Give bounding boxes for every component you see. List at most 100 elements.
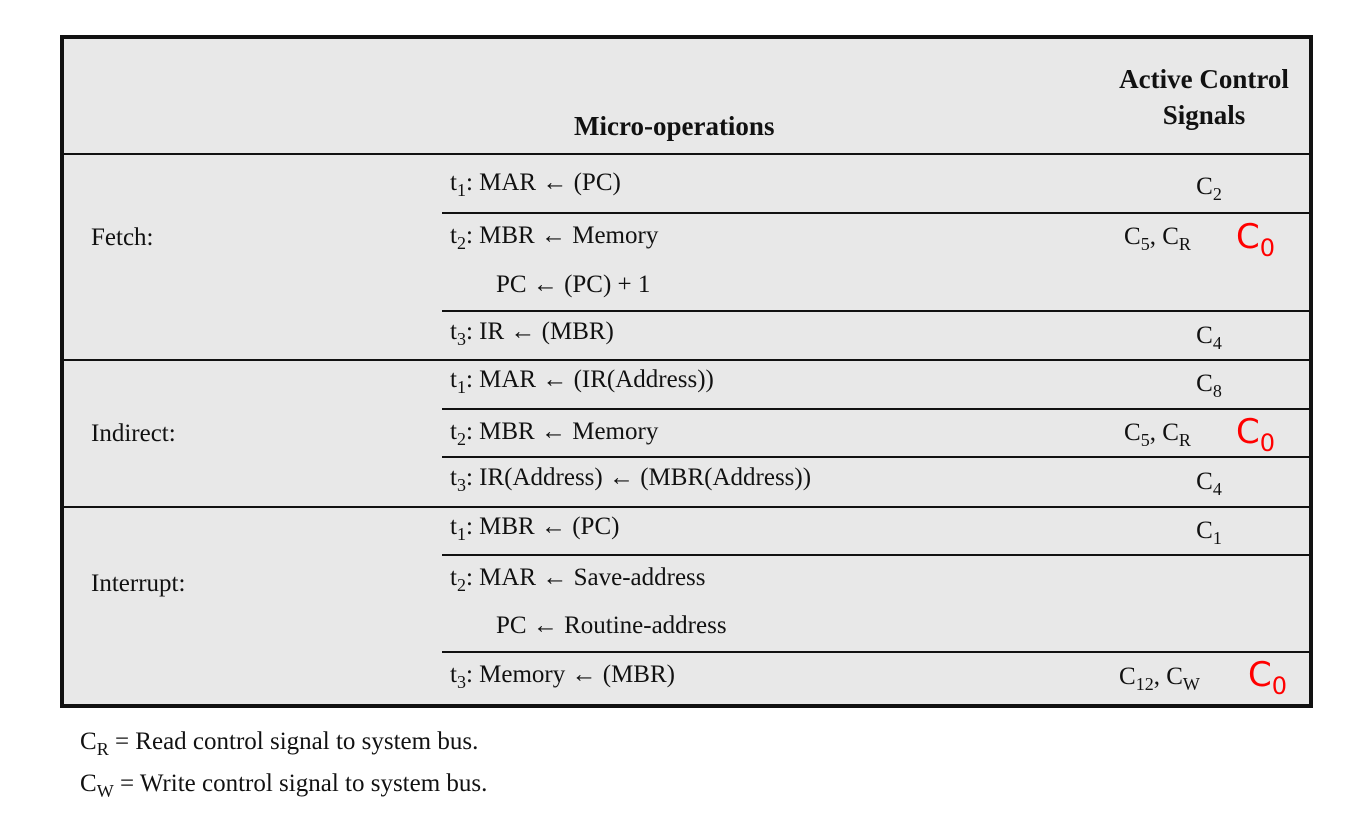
op-time-sub: 3 — [456, 475, 466, 495]
header-signals-line1: Active Control — [1119, 64, 1289, 94]
op-time-sub: 3 — [456, 672, 466, 692]
row-separator — [442, 456, 1309, 458]
sig-fetch-t1: C2 — [1196, 173, 1222, 205]
group-label-indirect: Indirect: — [91, 420, 176, 447]
header-active-control-signals: Active Control Signals — [1098, 61, 1310, 133]
table-header: Micro-operations Active Control Signals — [64, 39, 1309, 155]
annotation-c0: C0 — [1248, 655, 1287, 700]
sig-separator: , — [1153, 663, 1167, 690]
note-text: = Read control signal to system bus. — [108, 728, 479, 755]
op-time-sub: 1 — [456, 377, 466, 397]
row-separator — [442, 651, 1309, 653]
op-fetch-t3: t3: IR ← (MBR) — [450, 318, 614, 350]
sig-c: C — [1196, 517, 1213, 544]
note-c: C — [80, 728, 97, 755]
sig-c: C — [1119, 663, 1136, 690]
sig-c: C — [1124, 223, 1141, 250]
annotation-sub: 0 — [1271, 671, 1288, 700]
op-text: : MBR ← Memory — [465, 222, 659, 249]
op-time-sub: 1 — [456, 180, 466, 200]
sig-indirect-t1: C8 — [1196, 370, 1222, 402]
header-micro-operations: Micro-operations — [574, 111, 775, 141]
annotation-c: C — [1236, 217, 1260, 257]
sig-c-sub: 4 — [1212, 479, 1222, 499]
op-time: t — [450, 366, 457, 393]
op-text: : MAR ← Save-address — [465, 564, 706, 591]
op-indirect-t1: t1: MAR ← (IR(Address)) — [450, 366, 714, 398]
op-indirect-t3: t3: IR(Address) ← (MBR(Address)) — [450, 464, 811, 496]
op-time-sub: 2 — [456, 429, 466, 449]
op-indirect-t2: t2: MBR ← Memory — [450, 418, 658, 450]
sig-c-sub: R — [1178, 234, 1191, 254]
sig-interrupt-t3: C12, CW — [1119, 663, 1200, 695]
header-signals-line2: Signals — [1162, 100, 1246, 130]
op-time-sub: 2 — [456, 575, 466, 595]
sig-separator: , — [1149, 223, 1163, 250]
op-text: : Memory ← (MBR) — [465, 661, 675, 688]
annotation-c0: C0 — [1236, 412, 1275, 457]
sig-c: C — [1196, 370, 1213, 397]
sig-indirect-t2: C5, CR — [1124, 419, 1191, 451]
row-separator — [442, 310, 1309, 312]
op-time-sub: 1 — [456, 524, 466, 544]
op-text: : MBR ← Memory — [465, 418, 659, 445]
group-label-interrupt: Interrupt: — [91, 570, 186, 597]
sig-c-sub: 4 — [1212, 333, 1222, 353]
sig-separator: , — [1149, 419, 1163, 446]
op-time: t — [450, 564, 457, 591]
sig-c: C — [1162, 419, 1179, 446]
sig-c-sub: W — [1182, 674, 1200, 694]
op-interrupt-t2: t2: MAR ← Save-address — [450, 564, 706, 596]
op-time-sub: 2 — [456, 233, 466, 253]
note-text: = Write control signal to system bus. — [113, 770, 488, 797]
sig-c: C — [1124, 419, 1141, 446]
annotation-c: C — [1236, 412, 1260, 452]
sig-c-sub: 8 — [1212, 381, 1222, 401]
op-fetch-t2-continued: PC ← (PC) + 1 — [496, 271, 651, 298]
op-interrupt-t2-continued: PC ← Routine-address — [496, 612, 727, 639]
op-time: t — [450, 661, 457, 688]
op-time: t — [450, 222, 457, 249]
sig-c: C — [1166, 663, 1183, 690]
group-label-fetch: Fetch: — [91, 224, 154, 251]
sig-c-sub: R — [1178, 430, 1191, 450]
sig-c: C — [1196, 468, 1213, 495]
annotation-sub: 0 — [1259, 233, 1276, 262]
sig-fetch-t2: C5, CR — [1124, 223, 1191, 255]
annotation-c: C — [1248, 655, 1272, 695]
sig-c-sub: 1 — [1212, 528, 1222, 548]
note-c-sub: W — [96, 781, 114, 801]
sig-c-sub: 2 — [1212, 184, 1222, 204]
op-time: t — [450, 418, 457, 445]
annotation-c0: C0 — [1236, 217, 1275, 262]
op-text: : MAR ← (PC) — [465, 169, 621, 196]
op-time: t — [450, 513, 457, 540]
annotation-sub: 0 — [1259, 428, 1276, 457]
op-text: : IR(Address) ← (MBR(Address)) — [465, 464, 812, 491]
sig-c-sub: 12 — [1135, 674, 1154, 694]
op-time: t — [450, 318, 457, 345]
op-text: : MBR ← (PC) — [465, 513, 620, 540]
op-interrupt-t1: t1: MBR ← (PC) — [450, 513, 619, 545]
sig-interrupt-t1: C1 — [1196, 517, 1222, 549]
op-text: : MAR ← (IR(Address)) — [465, 366, 714, 393]
micro-operations-table: Micro-operations Active Control Signals … — [60, 35, 1313, 708]
sig-c-sub: 5 — [1140, 234, 1150, 254]
group-separator — [64, 506, 1309, 508]
row-separator — [442, 554, 1309, 556]
op-time: t — [450, 464, 457, 491]
sig-fetch-t3: C4 — [1196, 322, 1222, 354]
sig-c: C — [1196, 173, 1213, 200]
footnote-cw: CW = Write control signal to system bus. — [80, 770, 487, 802]
group-separator — [64, 359, 1309, 361]
sig-indirect-t3: C4 — [1196, 468, 1222, 500]
note-c: C — [80, 770, 97, 797]
op-time: t — [450, 169, 457, 196]
op-fetch-t1: t1: MAR ← (PC) — [450, 169, 621, 201]
op-fetch-t2: t2: MBR ← Memory — [450, 222, 658, 254]
sig-c: C — [1196, 322, 1213, 349]
row-separator — [442, 408, 1309, 410]
op-interrupt-t3: t3: Memory ← (MBR) — [450, 661, 675, 693]
footnote-cr: CR = Read control signal to system bus. — [80, 728, 478, 760]
sig-c-sub: 5 — [1140, 430, 1150, 450]
